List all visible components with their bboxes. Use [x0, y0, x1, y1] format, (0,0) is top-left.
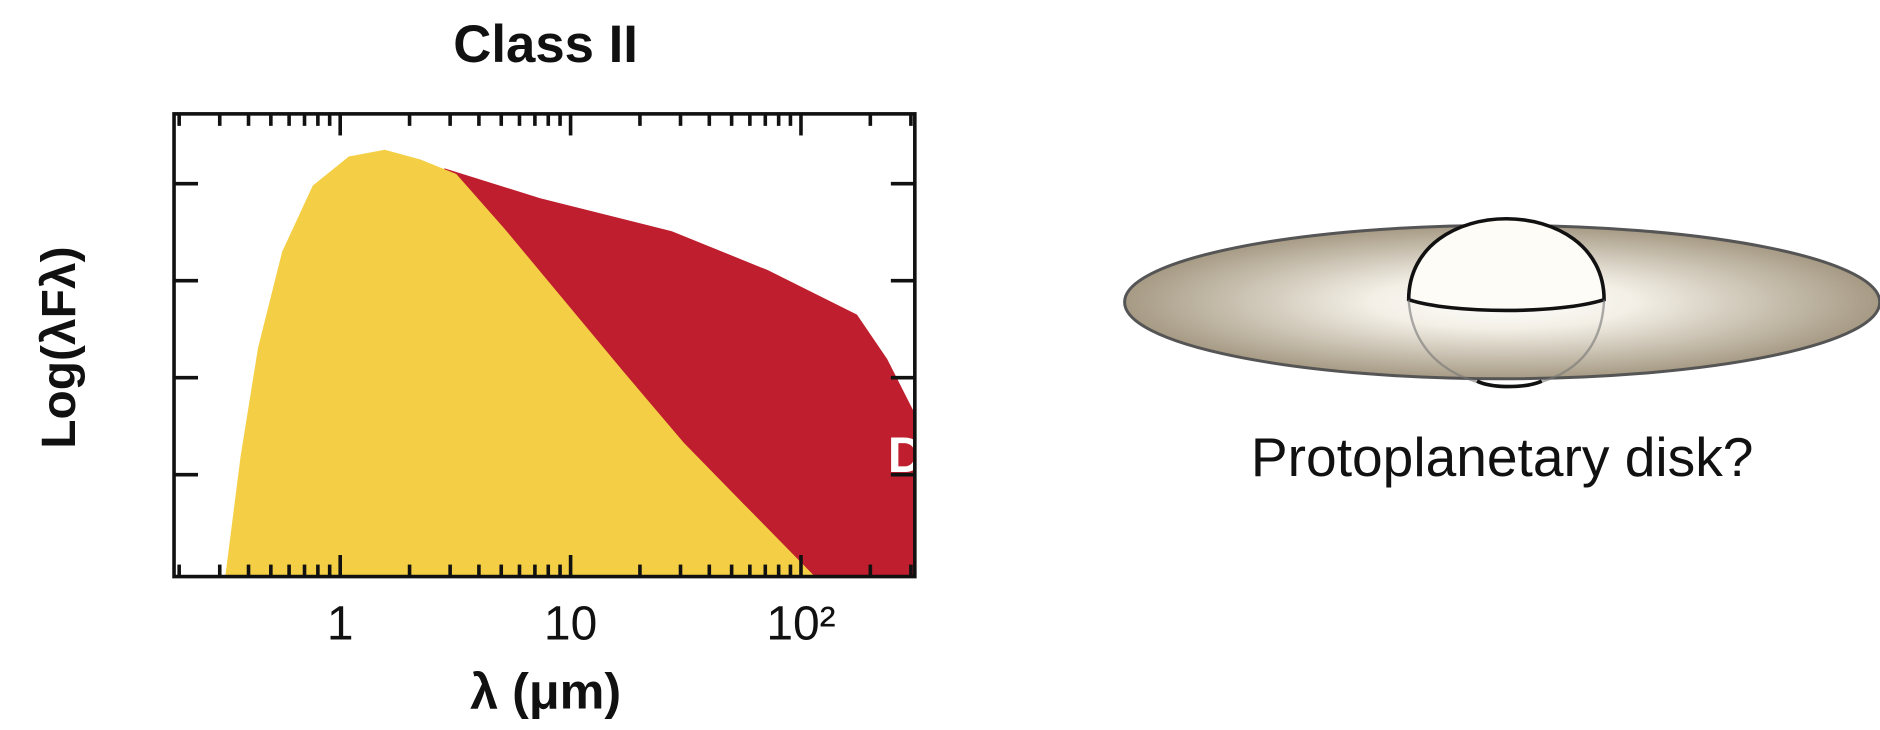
x-tick-label: 10² [766, 598, 835, 651]
plot-frame [172, 112, 917, 579]
plot-area [225, 149, 915, 577]
illustration: Protoplanetary disk? [1123, 217, 1880, 488]
x-tick-label: 1 [327, 598, 354, 651]
chart-title: Class II [453, 15, 638, 74]
y-axis-label: Log(λFλ) [33, 246, 86, 448]
x-tick-label: 10 [544, 598, 597, 651]
area [225, 149, 815, 577]
x-axis-label: λ (μm) [470, 663, 621, 720]
star [1406, 217, 1606, 313]
star-bottom [1476, 379, 1543, 389]
caption: Protoplanetary disk? [1251, 426, 1754, 488]
